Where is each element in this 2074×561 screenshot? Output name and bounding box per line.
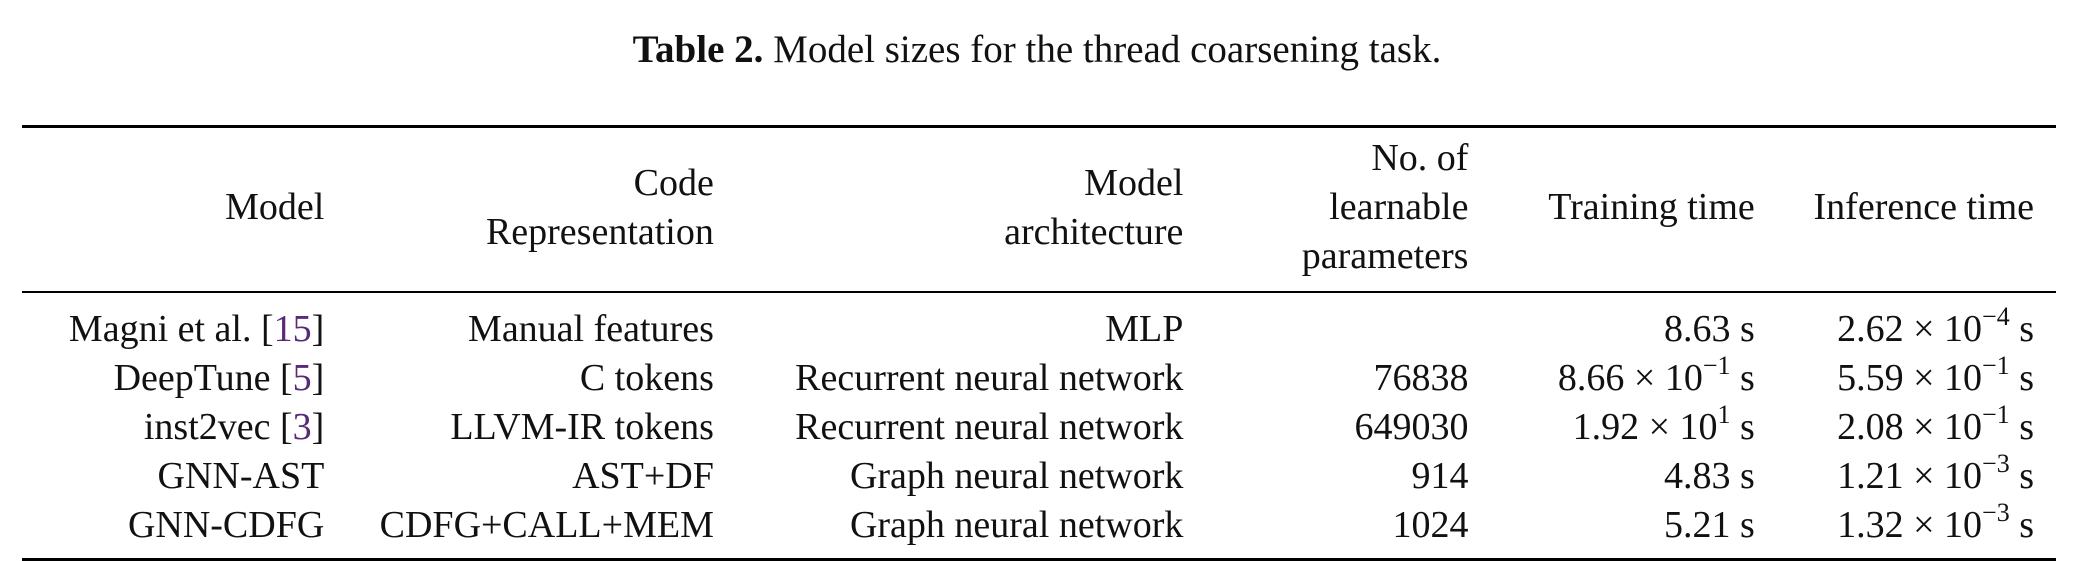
- cell-inference-time: 2.08 × 10−1 s: [1837, 400, 2034, 448]
- cell-model: GNN-CDFG: [127, 504, 325, 546]
- caption-text: Model sizes for the thread coarsening ta…: [773, 28, 1442, 71]
- header-row: Model Code Representation Model architectu…: [22, 126, 2056, 292]
- cell-code-representation: C tokens: [579, 357, 714, 399]
- cell-inference-time: 5.59 × 10−1 s: [1837, 351, 2034, 399]
- table-row: inst2vec [3] LLVM-IR tokens Recurrent neur…: [22, 400, 2056, 452]
- model-sizes-table: Model Code Representation Model architectu…: [22, 125, 2056, 561]
- cell-code-representation: AST+DF: [572, 455, 714, 497]
- cell-learnable-parameters: 914: [1411, 455, 1469, 497]
- table-row: GNN-AST AST+DF Graph neural network 914 4.83…: [22, 449, 2056, 501]
- table-row: Magni et al. [15] Manual features MLP 8.63 …: [22, 292, 2056, 354]
- table-caption: Table 2. Model sizes for the thread coar…: [0, 24, 2074, 76]
- cell-training-time: 4.83 s: [1664, 455, 1755, 497]
- cell-training-time: 1.92 × 101 s: [1572, 400, 1755, 448]
- cell-learnable-parameters: [1205, 292, 1490, 354]
- cell-model-architecture: Graph neural network: [849, 455, 1184, 497]
- cell-training-time: 5.21 s: [1664, 504, 1755, 546]
- caption-label: Table 2.: [632, 28, 764, 71]
- header-code-representation: Code Representation: [485, 161, 714, 253]
- cell-learnable-parameters: 1024: [1392, 504, 1469, 546]
- cell-model: Magni et al. [15]: [68, 308, 325, 350]
- citation-link[interactable]: 5: [292, 357, 312, 399]
- citation-link[interactable]: 15: [273, 308, 312, 350]
- header-model: Model: [225, 186, 325, 228]
- cell-model-architecture: Graph neural network: [849, 504, 1184, 546]
- cell-inference-time: 2.62 × 10−4 s: [1837, 302, 2034, 350]
- cell-code-representation: LLVM-IR tokens: [450, 406, 714, 448]
- cell-code-representation: CDFG+CALL+MEM: [379, 504, 714, 546]
- cell-learnable-parameters: 76838: [1373, 357, 1469, 399]
- cell-inference-time: 1.32 × 10−3 s: [1837, 498, 2034, 546]
- header-model-architecture: Model architecture: [1004, 161, 1184, 253]
- header-inference-time: Inference time: [1813, 186, 2034, 228]
- table-row: GNN-CDFG CDFG+CALL+MEM Graph neural networ…: [22, 498, 2056, 560]
- cell-model-architecture: MLP: [1105, 308, 1184, 350]
- cell-inference-time: 1.21 × 10−3 s: [1837, 449, 2034, 497]
- cell-model: inst2vec [3]: [143, 406, 325, 448]
- cell-model-architecture: Recurrent neural network: [795, 406, 1184, 448]
- cell-model: GNN-AST: [157, 455, 325, 497]
- cell-training-time: 8.66 × 10−1 s: [1557, 351, 1755, 399]
- cell-model: DeepTune [5]: [113, 357, 325, 399]
- cell-model-architecture: Recurrent neural network: [795, 357, 1184, 399]
- cell-training-time: 8.63 s: [1664, 308, 1755, 350]
- table-row: DeepTune [5] C tokens Recurrent neural net…: [22, 351, 2056, 403]
- citation-link[interactable]: 3: [292, 406, 312, 448]
- cell-learnable-parameters: 649030: [1354, 406, 1469, 448]
- header-training-time: Training time: [1548, 186, 1755, 228]
- header-learnable-parameters: No. of learnable parameters: [1301, 137, 1469, 277]
- cell-code-representation: Manual features: [468, 308, 714, 350]
